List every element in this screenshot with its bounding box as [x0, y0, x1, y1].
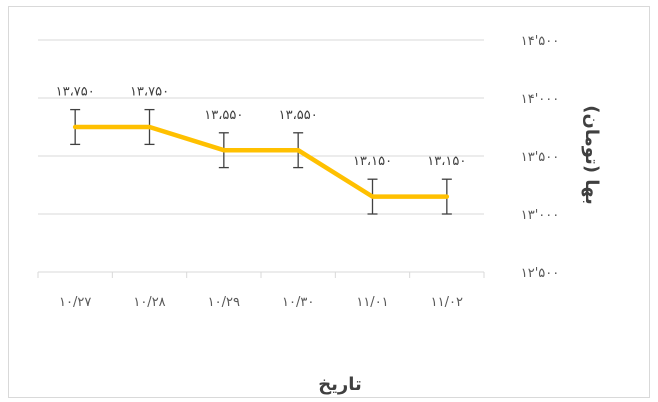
data-label: ۱۳،۷۵۰ [130, 85, 169, 100]
x-tick-label: ۱۰/۳۰ [282, 295, 314, 310]
y-tick-labels: ۱۲'۵۰۰ ۱۳'۰۰۰ ۱۳'۵۰۰ ۱۴'۰۰۰ ۱۴'۵۰۰ [521, 34, 560, 281]
x-tick-label: ۱۰/۲۹ [208, 295, 240, 310]
series-line [72, 124, 450, 199]
x-axis-title: تاریخ [318, 374, 362, 395]
x-tick-label: ۱۰/۲۸ [133, 295, 165, 310]
data-label: ۱۳،۱۵۰ [353, 154, 392, 169]
data-label: ۱۳،۷۵۰ [56, 85, 95, 100]
y-tick-label: ۱۴'۵۰۰ [521, 34, 560, 49]
x-tick-label: ۱۰/۲۷ [59, 295, 91, 310]
data-labels: ۱۳،۷۵۰ ۱۳،۷۵۰ ۱۳،۵۵۰ ۱۳،۵۵۰ ۱۳،۱۵۰ ۱۳،۱۵۰ [56, 85, 467, 170]
data-label: ۱۳،۵۵۰ [279, 108, 318, 123]
y-tick-label: ۱۲'۵۰۰ [521, 266, 560, 281]
data-label: ۱۳،۵۵۰ [204, 108, 243, 123]
chart-frame [8, 6, 650, 398]
y-tick-label: ۱۳'۵۰۰ [521, 150, 560, 165]
y-axis-title: بها (تومان) [581, 105, 602, 204]
y-tick-label: ۱۴'۰۰۰ [521, 92, 560, 107]
series-polyline [72, 124, 450, 199]
data-label: ۱۳،۱۵۰ [427, 154, 466, 169]
y-tick-label: ۱۳'۰۰۰ [521, 208, 560, 223]
x-tick-labels: ۱۰/۲۷ ۱۰/۲۸ ۱۰/۲۹ ۱۰/۳۰ ۱۱/۰۱ ۱۱/۰۲ [59, 295, 463, 310]
x-tick-label: ۱۱/۰۲ [431, 295, 463, 310]
x-axis [37, 271, 485, 278]
x-tick-label: ۱۱/۰۱ [356, 295, 388, 310]
gridlines [38, 39, 484, 215]
